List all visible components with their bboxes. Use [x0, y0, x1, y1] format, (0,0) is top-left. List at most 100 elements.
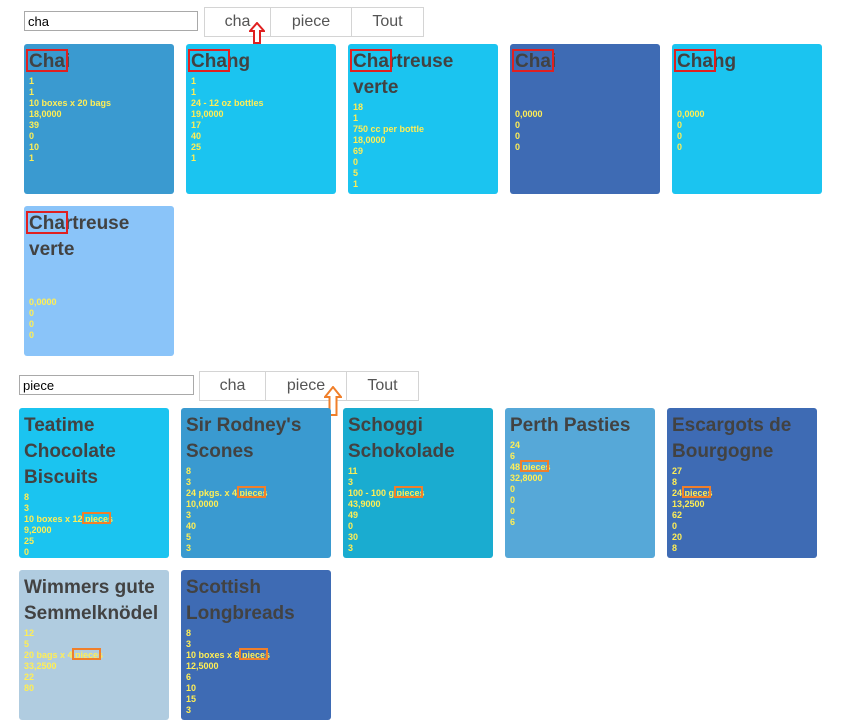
- product-title: Perth Pasties: [510, 415, 631, 436]
- product-title: Teatime Chocolate Biscuits: [24, 415, 116, 488]
- product-card[interactable]: Wimmers gute Semmelknödel 12 5 20 bags x 4 …: [19, 570, 169, 720]
- product-value: 10 boxes x 12 pieces: [24, 512, 114, 524]
- product-value: 43,9000: [348, 499, 381, 509]
- product-value: 40: [191, 131, 202, 141]
- product-value: 8: [24, 492, 30, 502]
- match-highlight: [236, 486, 266, 498]
- bottom-toolbar: cha piece Tout: [0, 371, 430, 416]
- product-value: 5: [353, 168, 359, 178]
- orange-up-arrow-icon: [324, 386, 342, 416]
- product-value: 10: [186, 683, 197, 693]
- product-value: 24 pieces: [672, 486, 713, 498]
- product-value: 5: [24, 639, 30, 649]
- product-value: 32,8000: [510, 473, 543, 483]
- product-value: 0: [510, 484, 516, 494]
- product-value: 17: [191, 120, 202, 130]
- product-value: 20: [672, 532, 683, 542]
- match-highlight: [519, 460, 549, 472]
- product-value: 8: [186, 628, 192, 638]
- product-card[interactable]: Scottish Longbreads 8 3 10 boxes x 8 pieces…: [181, 570, 331, 720]
- product-values: 8 3 24 pkgs. x 4 pieces 10,0000 3 40 5 3: [186, 466, 326, 554]
- product-card[interactable]: Perth Pasties 24 6 48 pieces 32,8000 0 0 0 6: [505, 408, 655, 558]
- product-card[interactable]: Sir Rodney's Scones 8 3 24 pkgs. x 4 pieces…: [181, 408, 331, 558]
- product-value: 24: [510, 440, 521, 450]
- product-value: 0: [353, 157, 359, 167]
- product-value: 24 - 12 oz bottles: [191, 98, 264, 108]
- match-highlight: [82, 512, 112, 524]
- top-tab-tout[interactable]: Tout: [352, 7, 424, 37]
- red-up-arrow-icon: [249, 22, 265, 44]
- product-value: 0: [29, 308, 35, 318]
- product-value: 0: [510, 495, 516, 505]
- product-value: 25: [24, 536, 35, 546]
- product-value: 49: [348, 510, 359, 520]
- product-values: 0,0000 0 0 0: [677, 76, 817, 153]
- product-value: 1: [29, 87, 35, 97]
- product-value: 15: [186, 694, 197, 704]
- product-card[interactable]: Chang 0,0000 0 0 0: [672, 44, 822, 194]
- product-value: 0: [515, 120, 521, 130]
- bottom-search-input[interactable]: [19, 375, 194, 395]
- product-value: 1: [353, 179, 359, 189]
- product-value: 3: [186, 705, 192, 715]
- product-card[interactable]: Chartreuse verte 18 1 750 cc per bottle 18,0…: [348, 44, 498, 194]
- bottom-tab-tout[interactable]: Tout: [347, 371, 419, 401]
- product-value: 1: [29, 76, 35, 86]
- product-value: 0: [677, 131, 683, 141]
- product-card[interactable]: Chartreuse verte 0,0000 0 0 0: [24, 206, 174, 356]
- product-value: 40: [186, 521, 197, 531]
- product-value: 3: [186, 510, 192, 520]
- product-card[interactable]: Schoggi Schokolade 11 3 100 - 100 g pieces 4…: [343, 408, 493, 558]
- product-value: 18,0000: [353, 135, 386, 145]
- product-value: 0: [29, 330, 35, 340]
- product-value: 6: [186, 672, 192, 682]
- product-value: 10: [29, 142, 40, 152]
- product-value: 3: [348, 543, 354, 553]
- product-card[interactable]: Chai 0,0000 0 0 0: [510, 44, 660, 194]
- product-card[interactable]: Teatime Chocolate Biscuits 8 3 10 boxes x 1…: [19, 408, 169, 558]
- product-value: 39: [29, 120, 40, 130]
- match-highlight: [681, 486, 711, 498]
- product-value: 8: [672, 477, 678, 487]
- product-value: 6: [510, 451, 516, 461]
- product-value: 20 bags x 4 pieces: [24, 648, 104, 660]
- product-value: 0: [515, 142, 521, 152]
- product-value: 1: [191, 76, 197, 86]
- product-value: 1: [191, 153, 197, 163]
- product-value: 25: [191, 142, 202, 152]
- top-tab-cha[interactable]: cha: [204, 7, 271, 37]
- top-search-input[interactable]: [24, 11, 198, 31]
- product-title: Schoggi Schokolade: [348, 415, 455, 462]
- product-values: 1 1 24 - 12 oz bottles 19,0000 17 40 25 1: [191, 76, 331, 164]
- top-toolbar: cha piece Tout: [0, 7, 430, 44]
- product-title: Sir Rodney's Scones: [186, 415, 302, 462]
- product-value: 750 cc per bottle: [353, 124, 425, 134]
- product-value: 9,2000: [24, 525, 52, 535]
- match-highlight: [393, 486, 423, 498]
- product-value: 0: [677, 120, 683, 130]
- product-value: 10,0000: [186, 499, 219, 509]
- product-value: 3: [186, 477, 192, 487]
- product-value: 11: [348, 466, 358, 476]
- product-value: 0,0000: [677, 109, 705, 119]
- product-value: 0: [29, 319, 35, 329]
- product-values: 0,0000 0 0 0: [29, 264, 169, 341]
- bottom-tab-cha[interactable]: cha: [199, 371, 266, 401]
- product-value: 80: [24, 683, 35, 693]
- top-tab-piece[interactable]: piece: [271, 7, 352, 37]
- product-value: 22: [24, 672, 35, 682]
- product-value: 18,0000: [29, 109, 62, 119]
- product-value: 0: [24, 547, 30, 557]
- product-values: 1 1 10 boxes x 20 bags 18,0000 39 0 10 1: [29, 76, 169, 164]
- product-title: Scottish Longbreads: [186, 577, 295, 624]
- product-value: 33,2500: [24, 661, 57, 671]
- product-value: 0,0000: [515, 109, 543, 119]
- product-card[interactable]: Escargots de Bourgogne 27 8 24 pieces 13,250…: [667, 408, 817, 558]
- product-value: 0: [348, 521, 354, 531]
- product-title: Escargots de Bourgogne: [672, 415, 792, 462]
- product-value: 5: [186, 532, 192, 542]
- product-value: 10 boxes x 8 pieces: [186, 648, 271, 660]
- product-value: 30: [348, 532, 359, 542]
